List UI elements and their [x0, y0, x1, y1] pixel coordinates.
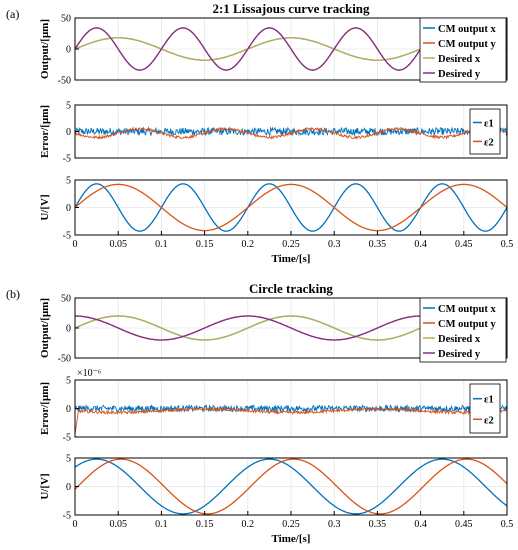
- series-line-u-1: [75, 458, 507, 515]
- y-tick-label: 0: [66, 324, 71, 335]
- legend-label: CM output y: [438, 39, 497, 50]
- y-axis-label: Error/[μm]: [39, 105, 51, 158]
- legend: CM output x CM output y Desired x Desired y: [419, 297, 507, 363]
- y-tick-label: -50: [58, 76, 71, 87]
- y-tick-label: -5: [63, 511, 71, 522]
- y-tick-label: -50: [58, 354, 71, 365]
- series-line--2: [75, 125, 507, 140]
- x-tick-label: 0.3: [328, 239, 341, 250]
- x-tick-label: 0.45: [455, 519, 473, 530]
- panel-a-label: (a): [6, 7, 19, 21]
- y-tick-label: 5: [66, 101, 71, 112]
- legend-label: ε1: [484, 119, 494, 130]
- legend-label: Desired x: [438, 334, 481, 345]
- legend-label: Desired x: [438, 54, 481, 65]
- y-tick-label: -5: [63, 154, 71, 165]
- y-axis-label: U/[V]: [39, 473, 51, 499]
- x-tick-label: 0.1: [155, 239, 168, 250]
- chart-1: -50 0 50 2:1 Lissajous curve tracking Output…: [39, 1, 508, 87]
- legend-label: Desired y: [438, 349, 481, 360]
- y-axis-label: Output/[μm]: [39, 298, 51, 358]
- chart-4: -50 0 50 Circle tracking Output/[μm] CM outpu…: [39, 281, 508, 365]
- chart-title: 2:1 Lissajous curve tracking: [212, 1, 370, 16]
- y-tick-label: 0: [66, 482, 71, 493]
- y-tick-label: 0: [66, 404, 71, 415]
- y-tick-label: 0: [66, 127, 71, 138]
- x-tick-label: 0.25: [282, 519, 300, 530]
- y-tick-label: 5: [66, 376, 71, 387]
- x-axis-label: Time/[s]: [272, 533, 311, 545]
- x-tick-label: 0.5: [501, 239, 514, 250]
- y-axis-label: U/[V]: [39, 194, 51, 220]
- legend-box: [419, 17, 507, 83]
- legend: ε1 ε2: [469, 383, 501, 434]
- x-tick-label: 0.45: [455, 239, 473, 250]
- x-tick-label: 0.05: [109, 239, 127, 250]
- y-tick-label: 5: [66, 176, 71, 187]
- x-tick-label: 0.15: [196, 519, 214, 530]
- legend-label: CM output x: [438, 304, 497, 315]
- y-tick-label: 0: [66, 45, 71, 56]
- y-axis-label: Error/[μm]: [39, 382, 51, 435]
- legend-label: ε2: [484, 415, 494, 426]
- x-tick-label: 0: [73, 519, 78, 530]
- y-tick-label: 50: [61, 294, 71, 305]
- y-tick-label: -5: [63, 433, 71, 444]
- panel-b-label: (b): [6, 287, 20, 301]
- y-tick-label: 50: [61, 14, 71, 25]
- x-axis-label: Time/[s]: [272, 253, 311, 265]
- chart-5: -5 0 5 Error/[μm] ×10⁻⁶ ε1 ε2: [39, 368, 508, 444]
- x-tick-label: 0: [73, 239, 78, 250]
- y-axis-label: Output/[μm]: [39, 19, 51, 79]
- chart-title: Circle tracking: [249, 281, 333, 296]
- x-tick-label: 0.3: [328, 519, 341, 530]
- x-tick-label: 0.4: [414, 239, 427, 250]
- x-tick-label: 0.1: [155, 519, 168, 530]
- y-tick-label: 5: [66, 454, 71, 465]
- chart-2: -5 0 5 Error/[μm] ε1 ε2: [39, 101, 508, 165]
- y-axis-scale: ×10⁻⁶: [77, 368, 102, 379]
- legend: CM output x CM output y Desired x Desired y: [419, 17, 507, 83]
- legend: ε1 ε2: [469, 108, 501, 155]
- x-tick-label: 0.05: [109, 519, 127, 530]
- x-tick-label: 0.25: [282, 239, 300, 250]
- legend-box: [469, 383, 501, 434]
- series-line-u-2: [75, 183, 507, 232]
- series-line-u-2: [75, 458, 507, 515]
- x-tick-label: 0.15: [196, 239, 214, 250]
- y-tick-label: -5: [63, 231, 71, 242]
- x-tick-label: 0.2: [242, 519, 255, 530]
- x-tick-label: 0.5: [501, 519, 514, 530]
- x-tick-label: 0.35: [369, 239, 387, 250]
- x-tick-label: 0.35: [369, 519, 387, 530]
- series-line--1: [75, 403, 507, 414]
- legend-box: [469, 108, 501, 155]
- legend-label: Desired y: [438, 69, 481, 80]
- legend-label: ε2: [484, 137, 494, 148]
- x-tick-label: 0.4: [414, 519, 427, 530]
- x-tick-label: 0.2: [242, 239, 255, 250]
- legend-label: CM output y: [438, 319, 497, 330]
- legend-label: CM output x: [438, 24, 497, 35]
- legend-label: ε1: [484, 395, 494, 406]
- series-line--2: [75, 406, 507, 435]
- series-line-u-1: [75, 183, 507, 232]
- y-tick-label: 0: [66, 203, 71, 214]
